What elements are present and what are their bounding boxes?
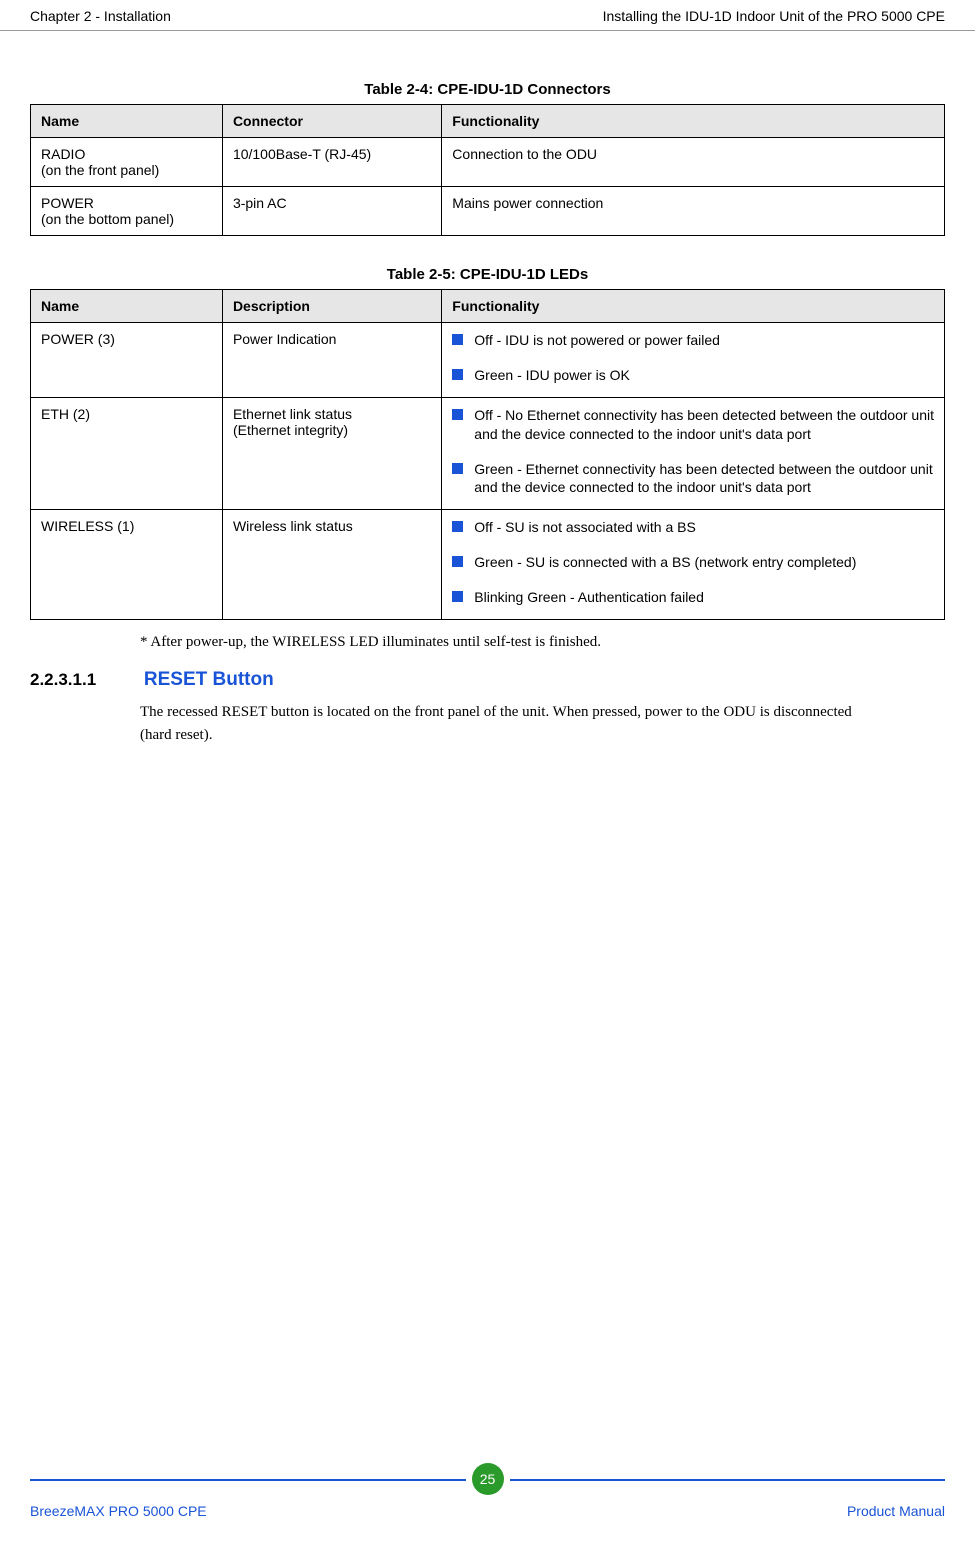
col-description: Description [222, 290, 441, 323]
cell-text: Ethernet link status [233, 406, 352, 422]
table1-caption: Table 2-4: CPE-IDU-1D Connectors [30, 81, 945, 98]
cell-connector: 3-pin AC [222, 187, 441, 236]
section-title: RESET Button [144, 669, 274, 690]
footer-right: Product Manual [847, 1503, 945, 1519]
cell-func: Off - SU is not associated with a BS Gre… [442, 510, 945, 620]
leds-table: Name Description Functionality POWER (3)… [30, 289, 945, 620]
cell-desc: Power Indication [222, 323, 441, 398]
col-name: Name [31, 105, 223, 138]
cell-name: ETH (2) [31, 397, 223, 510]
table-row: ETH (2) Ethernet link status (Ethernet i… [31, 397, 945, 510]
cell-text: RADIO [41, 146, 85, 162]
table-header-row: Name Description Functionality [31, 290, 945, 323]
section-heading: 2.2.3.1.1 RESET Button [30, 669, 945, 691]
page-header: Chapter 2 - Installation Installing the … [0, 0, 975, 31]
list-item: Off - SU is not associated with a BS [452, 518, 934, 537]
cell-text: POWER [41, 195, 94, 211]
connectors-table: Name Connector Functionality RADIO (on t… [30, 104, 945, 236]
table-row: POWER (on the bottom panel) 3-pin AC Mai… [31, 187, 945, 236]
bullet-list: Off - IDU is not powered or power failed… [452, 331, 934, 385]
cell-name: RADIO (on the front panel) [31, 138, 223, 187]
footer-row: BreezeMAX PRO 5000 CPE Product Manual [30, 1497, 945, 1525]
table-row: WIRELESS (1) Wireless link status Off - … [31, 510, 945, 620]
section-body: The recessed RESET button is located on … [140, 701, 880, 748]
page-footer: 25 BreezeMAX PRO 5000 CPE Product Manual [0, 1463, 975, 1525]
cell-name: POWER (on the bottom panel) [31, 187, 223, 236]
header-right: Installing the IDU-1D Indoor Unit of the… [603, 8, 945, 24]
col-name: Name [31, 290, 223, 323]
cell-desc: Ethernet link status (Ethernet integrity… [222, 397, 441, 510]
table-header-row: Name Connector Functionality [31, 105, 945, 138]
list-item: Green - SU is connected with a BS (netwo… [452, 553, 934, 572]
cell-func: Connection to the ODU [442, 138, 945, 187]
footer-bar: 25 [30, 1463, 945, 1497]
footer-left: BreezeMAX PRO 5000 CPE [30, 1503, 207, 1519]
table2-caption: Table 2-5: CPE-IDU-1D LEDs [30, 266, 945, 283]
cell-name: POWER (3) [31, 323, 223, 398]
table-row: POWER (3) Power Indication Off - IDU is … [31, 323, 945, 398]
col-functionality: Functionality [442, 290, 945, 323]
list-item: Off - IDU is not powered or power failed [452, 331, 934, 350]
cell-func: Off - IDU is not powered or power failed… [442, 323, 945, 398]
cell-text: (Ethernet integrity) [233, 422, 348, 438]
page-content: Table 2-4: CPE-IDU-1D Connectors Name Co… [0, 31, 975, 748]
bullet-list: Off - SU is not associated with a BS Gre… [452, 518, 934, 607]
section-number: 2.2.3.1.1 [30, 670, 140, 690]
footnote: * After power-up, the WIRELESS LED illum… [140, 634, 945, 651]
list-item: Off - No Ethernet connectivity has been … [452, 406, 934, 444]
col-connector: Connector [222, 105, 441, 138]
cell-desc: Wireless link status [222, 510, 441, 620]
list-item: Green - IDU power is OK [452, 366, 934, 385]
list-item: Blinking Green - Authentication failed [452, 588, 934, 607]
footer-badge-wrap: 25 [466, 1463, 510, 1495]
table-row: RADIO (on the front panel) 10/100Base-T … [31, 138, 945, 187]
cell-func: Off - No Ethernet connectivity has been … [442, 397, 945, 510]
header-left: Chapter 2 - Installation [30, 8, 171, 24]
cell-connector: 10/100Base-T (RJ-45) [222, 138, 441, 187]
col-functionality: Functionality [442, 105, 945, 138]
page-number-badge: 25 [472, 1463, 504, 1495]
cell-text: (on the bottom panel) [41, 211, 174, 227]
list-item: Green - Ethernet connectivity has been d… [452, 460, 934, 498]
bullet-list: Off - No Ethernet connectivity has been … [452, 406, 934, 498]
cell-text: (on the front panel) [41, 162, 159, 178]
cell-name: WIRELESS (1) [31, 510, 223, 620]
cell-func: Mains power connection [442, 187, 945, 236]
